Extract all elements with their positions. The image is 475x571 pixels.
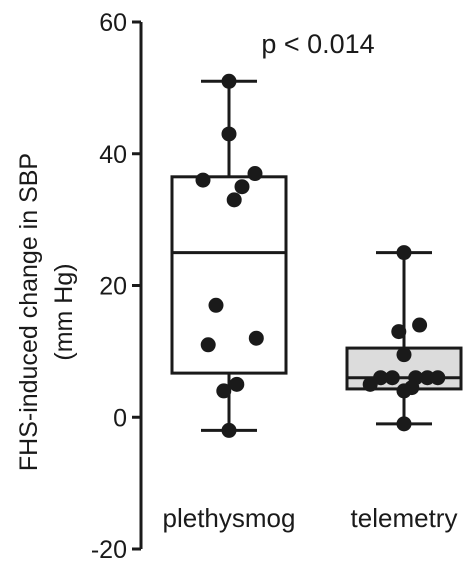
data-point bbox=[430, 370, 446, 386]
data-point bbox=[226, 192, 242, 208]
p-value-annotation: p < 0.014 bbox=[261, 29, 374, 59]
data-point bbox=[221, 422, 237, 438]
data-point bbox=[208, 297, 224, 313]
y-tick-label: 20 bbox=[99, 273, 127, 301]
data-point bbox=[200, 337, 216, 353]
iqr-box bbox=[170, 175, 288, 375]
box-groups bbox=[170, 73, 463, 438]
data-point bbox=[195, 172, 211, 188]
data-point bbox=[396, 245, 412, 261]
y-ticks: -20 0 20 40 60 bbox=[91, 9, 141, 564]
y-tick-label: 0 bbox=[113, 404, 127, 432]
data-point bbox=[396, 416, 412, 432]
data-point bbox=[248, 330, 264, 346]
data-point bbox=[396, 383, 412, 399]
y-tick-label: 40 bbox=[99, 141, 127, 169]
data-point bbox=[221, 126, 237, 142]
data-point bbox=[234, 179, 250, 195]
data-point bbox=[412, 317, 428, 333]
box-group-telemetry bbox=[345, 245, 463, 432]
y-axis: -20 0 20 40 60 bbox=[91, 9, 143, 564]
y-axis-label-line2: (mm Hg) bbox=[50, 263, 78, 360]
y-axis-label-line1: FHS-induced change in SBP bbox=[15, 153, 43, 471]
data-point bbox=[396, 347, 412, 363]
data-point bbox=[216, 383, 232, 399]
y-axis-label: FHS-induced change in SBP (mm Hg) bbox=[15, 153, 78, 471]
data-point bbox=[391, 324, 407, 340]
y-tick-label: -20 bbox=[91, 536, 127, 564]
data-point bbox=[221, 73, 237, 89]
category-label-plethysmog: plethysmog bbox=[163, 503, 296, 533]
box-group-plethysmog bbox=[170, 73, 288, 438]
y-tick-label: 60 bbox=[99, 9, 127, 37]
data-point bbox=[419, 370, 435, 386]
category-labels: plethysmog telemetry bbox=[163, 503, 458, 533]
data-point bbox=[247, 166, 263, 182]
category-label-telemetry: telemetry bbox=[351, 503, 458, 533]
data-point bbox=[229, 376, 245, 392]
data-point bbox=[362, 376, 378, 392]
data-point bbox=[384, 370, 400, 386]
